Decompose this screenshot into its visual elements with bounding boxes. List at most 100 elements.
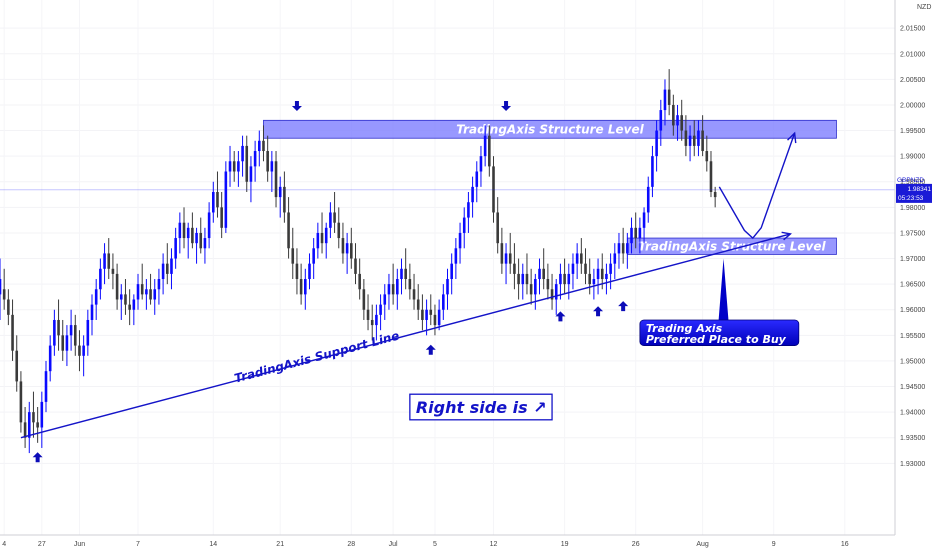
projection-arrowhead xyxy=(787,131,797,144)
candle-bullish xyxy=(228,161,232,172)
candle-bearish xyxy=(580,253,583,264)
candle-bullish xyxy=(609,263,612,274)
price-tick-label: 1.99000 xyxy=(900,154,925,161)
candle-bullish xyxy=(592,279,596,285)
candle-bearish xyxy=(529,284,533,295)
candle-bullish xyxy=(379,304,382,315)
time-tick-label: 9 xyxy=(772,541,776,548)
note-box xyxy=(409,393,553,421)
candle-bullish xyxy=(437,309,441,326)
price-tick-label: 2.01500 xyxy=(900,26,925,33)
candle-bullish xyxy=(475,171,479,187)
time-tick-label: Jul xyxy=(389,541,398,548)
candle-bullish xyxy=(446,279,449,295)
candle-bullish xyxy=(178,222,182,239)
candle-bearish xyxy=(78,345,81,356)
candle-bullish xyxy=(567,273,571,285)
buy-signal-up-arrow xyxy=(593,306,604,317)
price-tag-symbol-label: GBPNZD xyxy=(897,177,924,184)
candle-bullish xyxy=(304,279,307,295)
candle-bullish xyxy=(174,238,177,259)
candle-bearish xyxy=(542,268,545,280)
time-tick-label: Aug xyxy=(696,541,709,548)
candle-bullish xyxy=(387,284,391,295)
price-tag-last: 1.98341 xyxy=(908,186,932,193)
candle-bearish xyxy=(550,289,554,300)
candle-bullish xyxy=(559,273,562,285)
candle-bearish xyxy=(584,263,587,274)
candle-bullish xyxy=(638,227,642,239)
candle-bullish xyxy=(655,130,658,157)
time-tick-label: 19 xyxy=(561,541,569,548)
candle-bullish xyxy=(613,253,617,264)
candle-bullish xyxy=(132,299,136,310)
time-tick-label: 27 xyxy=(38,541,46,548)
support-arrowhead xyxy=(781,231,792,241)
candle-bullish xyxy=(69,325,73,336)
candle-bearish xyxy=(600,268,604,280)
candle-bullish xyxy=(575,253,579,264)
price-tick-label: 2.00000 xyxy=(900,102,925,109)
candle-bullish xyxy=(53,319,56,346)
currency-label: NZD xyxy=(917,4,931,11)
candle-bullish xyxy=(203,238,207,249)
candle-bullish xyxy=(605,273,608,280)
candle-bearish xyxy=(525,273,529,285)
candle-bullish xyxy=(504,253,508,264)
candle-bearish xyxy=(23,422,27,438)
candle-bullish xyxy=(425,309,428,320)
candle-bullish xyxy=(161,263,165,280)
candle-bearish xyxy=(11,314,14,351)
candle-bullish xyxy=(324,227,328,244)
time-tick-label: 7 xyxy=(136,541,140,548)
price-tick-label: 1.93000 xyxy=(900,461,925,468)
candle-bearish xyxy=(341,238,345,254)
time-tick-label: 21 xyxy=(276,541,284,548)
buy-callout-box xyxy=(639,319,800,346)
candle-bullish xyxy=(237,161,240,172)
candle-bearish xyxy=(333,212,336,223)
candle-bullish xyxy=(400,268,403,280)
candle-bullish xyxy=(454,248,458,264)
candle-bearish xyxy=(391,284,395,295)
candle-bullish xyxy=(396,279,399,295)
candle-bullish xyxy=(103,253,106,269)
candle-bearish xyxy=(421,309,424,320)
time-tick-label: 5 xyxy=(433,541,437,548)
candle-bearish xyxy=(61,335,65,351)
sell-signal-down-arrow xyxy=(291,100,302,111)
candle-bearish xyxy=(149,289,152,300)
price-tick-label: 1.98500 xyxy=(900,179,925,186)
candle-bullish xyxy=(207,212,211,239)
price-tick-label: 1.95000 xyxy=(900,358,925,365)
candle-bullish xyxy=(186,227,190,239)
candle-bullish xyxy=(27,412,31,438)
candle-bearish xyxy=(546,279,550,290)
time-tick-label: 16 xyxy=(841,541,849,548)
candle-bearish xyxy=(337,222,341,239)
candle-bullish xyxy=(249,166,253,182)
candle-bullish xyxy=(316,232,320,249)
candle-bearish xyxy=(191,227,194,244)
candle-bullish xyxy=(450,263,453,280)
candle-bullish xyxy=(651,156,654,187)
candle-bearish xyxy=(19,381,23,423)
candle-bearish xyxy=(634,227,637,239)
candle-bearish xyxy=(36,422,39,428)
candle-bullish xyxy=(48,345,52,372)
price-tag-countdown: 05:23:53 xyxy=(898,195,924,202)
candle-bearish xyxy=(713,191,717,198)
candle-bullish xyxy=(458,232,462,249)
candle-bullish xyxy=(145,289,148,295)
price-tag-box xyxy=(896,183,932,203)
candle-bullish xyxy=(119,294,123,300)
buy-callout-text: Trading Axis xyxy=(646,322,723,335)
candle-bearish xyxy=(199,232,203,249)
candle-bullish xyxy=(442,294,445,310)
candle-bullish xyxy=(617,243,621,254)
candle-bearish xyxy=(692,135,696,146)
structure-level-label: TradingAxis Structure Level xyxy=(638,239,826,253)
candle-bearish xyxy=(182,222,186,239)
candle-bearish xyxy=(73,325,77,346)
